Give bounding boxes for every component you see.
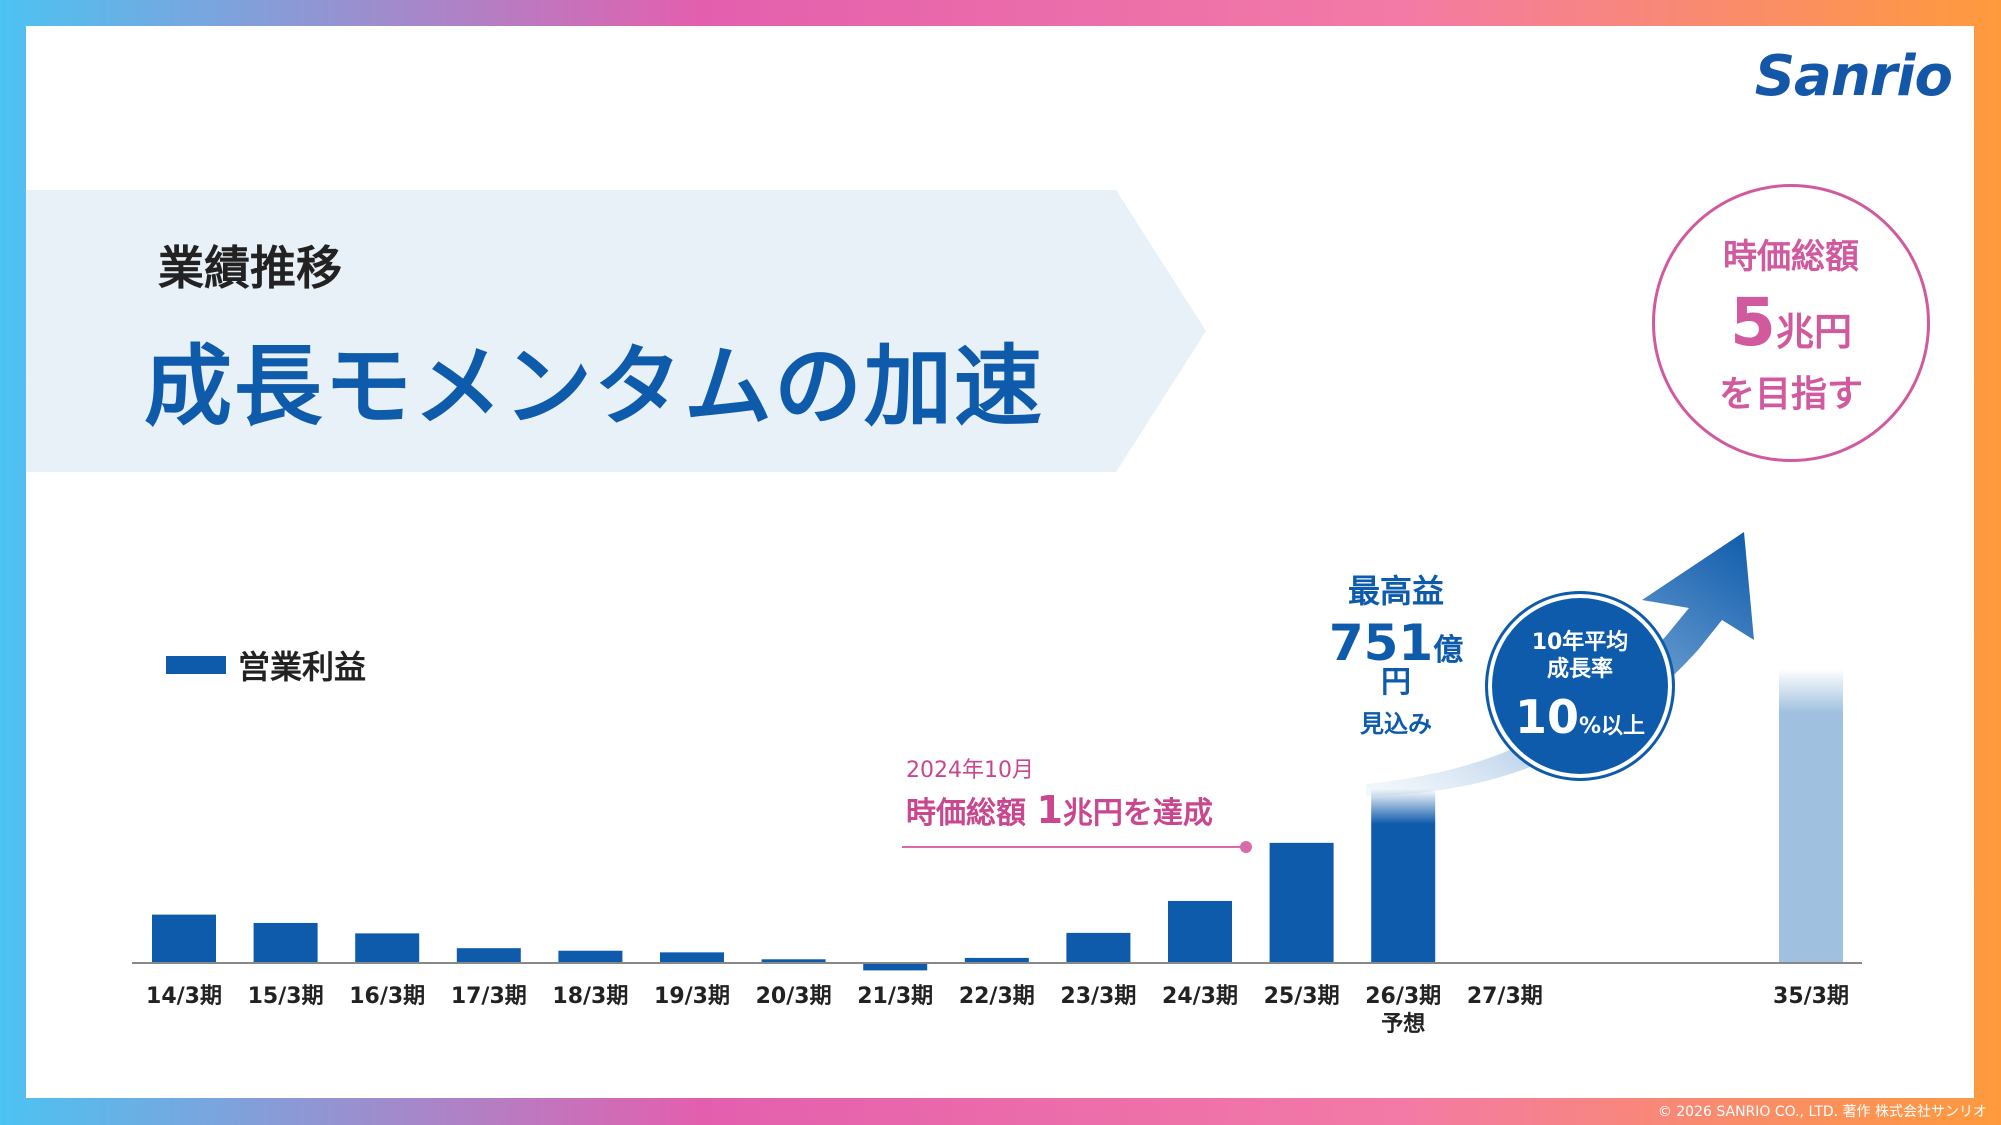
growth-value: 10 [1514, 689, 1579, 744]
growth-unit: %以上 [1578, 713, 1646, 739]
target-line1: 時価総額 [1723, 237, 1859, 277]
x-tick-16/3期: 16/3期 [349, 984, 425, 1009]
x-tick-18/3期: 18/3期 [552, 984, 628, 1009]
milestone-suffix: 兆円を達成 [1062, 796, 1213, 831]
milestone-prefix: 時価総額 [906, 796, 1037, 831]
slide-title: 成長モメンタムの加速 [144, 335, 1045, 438]
x-tick-17/3期: 17/3期 [451, 984, 527, 1009]
record-label: 最高益 [1347, 572, 1444, 610]
copyright: © 2026 SANRIO CO., LTD. 著作 株式会社サンリオ [1657, 1104, 1987, 1120]
x-sublabel-26/3期: 予想 [1381, 1012, 1425, 1037]
bar-25/3期 [1269, 842, 1334, 963]
growth-rate-badge: 10年平均 成長率 10%以上 [1492, 598, 1668, 774]
bar-20/3期 [761, 959, 826, 963]
growth-label-line2: 成長率 [1546, 657, 1613, 682]
bar-26/3期 [1371, 789, 1436, 963]
sanrio-logo: Sanrio [1754, 44, 1953, 109]
title-banner [26, 190, 1206, 472]
x-tick-25/3期: 25/3期 [1264, 984, 1340, 1009]
legend-swatch [166, 656, 226, 674]
bar-24/3期 [1168, 900, 1232, 963]
x-tick-26/3期: 26/3期 [1365, 984, 1441, 1009]
x-tick-14/3期: 14/3期 [146, 984, 222, 1009]
x-tick-35/3期: 35/3期 [1773, 984, 1849, 1009]
bar-21/3期 [863, 963, 928, 971]
target-value-line: 5兆円 [1730, 284, 1852, 361]
bar-14/3期 [152, 914, 216, 963]
x-tick-21/3期: 21/3期 [857, 984, 933, 1009]
slide-subtitle: 業績推移 [158, 241, 342, 295]
record-note: 見込み [1360, 710, 1432, 738]
bar-19/3期 [660, 952, 724, 963]
target-line3: を目指す [1718, 374, 1863, 415]
record-value-line: 751億円 [1316, 618, 1476, 698]
x-tick-27/3期: 27/3期 [1467, 984, 1543, 1009]
growth-label-line1: 10年平均 [1531, 629, 1629, 655]
slide: Sanrio 業績推移 成長モメンタムの加速 時価総額 5兆円 を目指す 営業利… [26, 26, 1974, 1098]
growth-arrow [1366, 532, 1754, 796]
bar-target-35/3期 [1779, 668, 1843, 963]
milestone-text: 時価総額 1兆円を達成 [906, 788, 1213, 832]
bar-15/3期 [253, 922, 318, 963]
bar-23/3期 [1066, 932, 1131, 963]
growth-value-line: 10%以上 [1515, 690, 1645, 744]
x-tick-15/3期: 15/3期 [248, 984, 324, 1009]
operating-profit-chart: 14/3期 15/3期 16/3期 17/3期 18/3期 19/3期 20/3期 21/3期… [132, 532, 1862, 1037]
bar-22/3期 [964, 957, 1029, 963]
x-tick-24/3期: 24/3期 [1162, 984, 1238, 1009]
bars-group [152, 668, 1843, 971]
milestone-value: 1 [1036, 788, 1063, 832]
chart-legend: 営業利益 [166, 642, 366, 688]
x-tick-23/3期: 23/3期 [1060, 984, 1136, 1009]
growth-label: 10年平均 成長率 [1532, 629, 1629, 684]
x-tick-labels: 14/3期 15/3期 16/3期 17/3期 18/3期 19/3期 20/3期 21/3期… [146, 984, 1849, 1037]
x-tick-19/3期: 19/3期 [654, 984, 730, 1009]
milestone-rule [902, 846, 1246, 848]
record-profit-annotation: 最高益 751億円 見込み [1316, 566, 1476, 739]
target-value: 5 [1730, 284, 1776, 361]
record-unit: 億円 [1381, 633, 1464, 700]
target-unit: 兆円 [1775, 310, 1852, 354]
x-tick-20/3期: 20/3期 [756, 984, 832, 1009]
legend-label: 営業利益 [238, 648, 367, 686]
x-tick-22/3期: 22/3期 [959, 984, 1035, 1009]
record-value: 751 [1328, 614, 1434, 672]
bar-18/3期 [558, 950, 623, 963]
milestone-dot [1240, 841, 1252, 853]
milestone-date: 2024年10月 [906, 758, 1034, 783]
bar-17/3期 [456, 948, 521, 963]
market-cap-target-badge: 時価総額 5兆円 を目指す [1652, 184, 1930, 462]
market-cap-milestone-annotation: 2024年10月 時価総額 1兆円を達成 [902, 752, 1252, 853]
bar-16/3期 [355, 933, 420, 963]
